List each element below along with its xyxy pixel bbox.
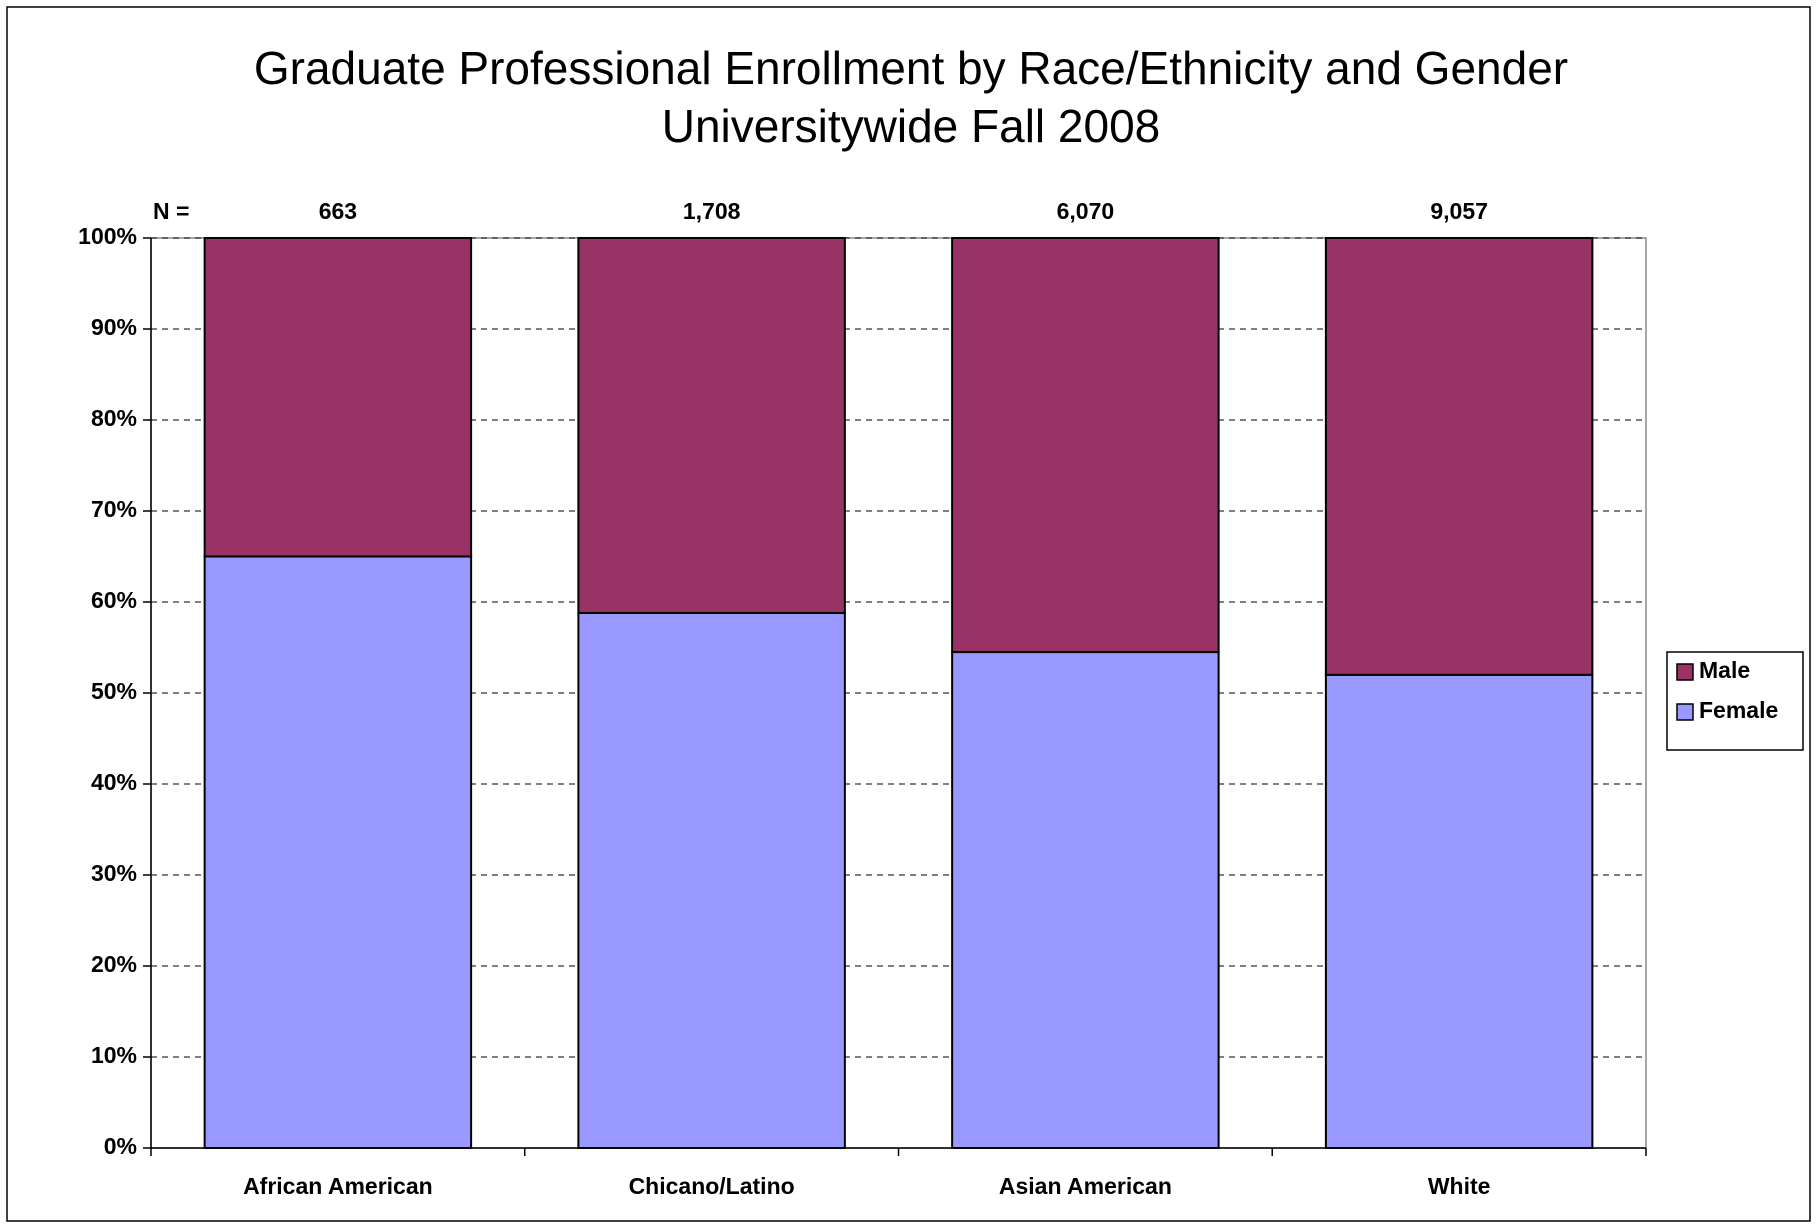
y-tick-label: 80% — [91, 405, 137, 431]
y-tick-label: 20% — [91, 951, 137, 977]
bar-segment — [577, 237, 846, 614]
y-tick-label: 90% — [91, 314, 137, 340]
bar-segment — [1324, 237, 1594, 676]
bar-segment — [203, 555, 473, 1149]
n-value-label: 6,070 — [1057, 198, 1115, 224]
legend-label: Male — [1699, 657, 1750, 683]
y-tick-label: 70% — [91, 496, 137, 522]
legend-label: Female — [1699, 697, 1778, 723]
y-tick-label: 50% — [91, 678, 137, 704]
legend-swatch — [1676, 663, 1694, 681]
bar-segment — [577, 611, 846, 1149]
chart-border — [6, 6, 1811, 1222]
n-value-label: 663 — [319, 198, 357, 224]
bar-segment — [1324, 673, 1594, 1149]
x-tick-label: African American — [243, 1173, 433, 1199]
chart-subtitle: Universitywide Fall 2008 — [662, 100, 1161, 152]
bar-segment — [951, 237, 1220, 654]
y-tick-label: 40% — [91, 769, 137, 795]
n-value-label: 9,057 — [1430, 198, 1488, 224]
x-tick-label: Chicano/Latino — [629, 1173, 795, 1199]
legend-swatch — [1676, 703, 1694, 721]
n-value-label: 1,708 — [683, 198, 741, 224]
y-tick-label: 30% — [91, 860, 137, 886]
chart-title: Graduate Professional Enrollment by Race… — [254, 42, 1568, 94]
bar-segment — [951, 651, 1220, 1149]
y-tick-label: 10% — [91, 1042, 137, 1068]
y-tick-label: 60% — [91, 587, 137, 613]
x-tick-label: Asian American — [999, 1173, 1172, 1199]
n-label: N = — [153, 198, 189, 224]
x-tick-label: White — [1428, 1173, 1491, 1199]
bar-segment — [203, 237, 473, 558]
y-tick-label: 100% — [78, 223, 137, 249]
y-tick-label: 0% — [104, 1133, 137, 1159]
